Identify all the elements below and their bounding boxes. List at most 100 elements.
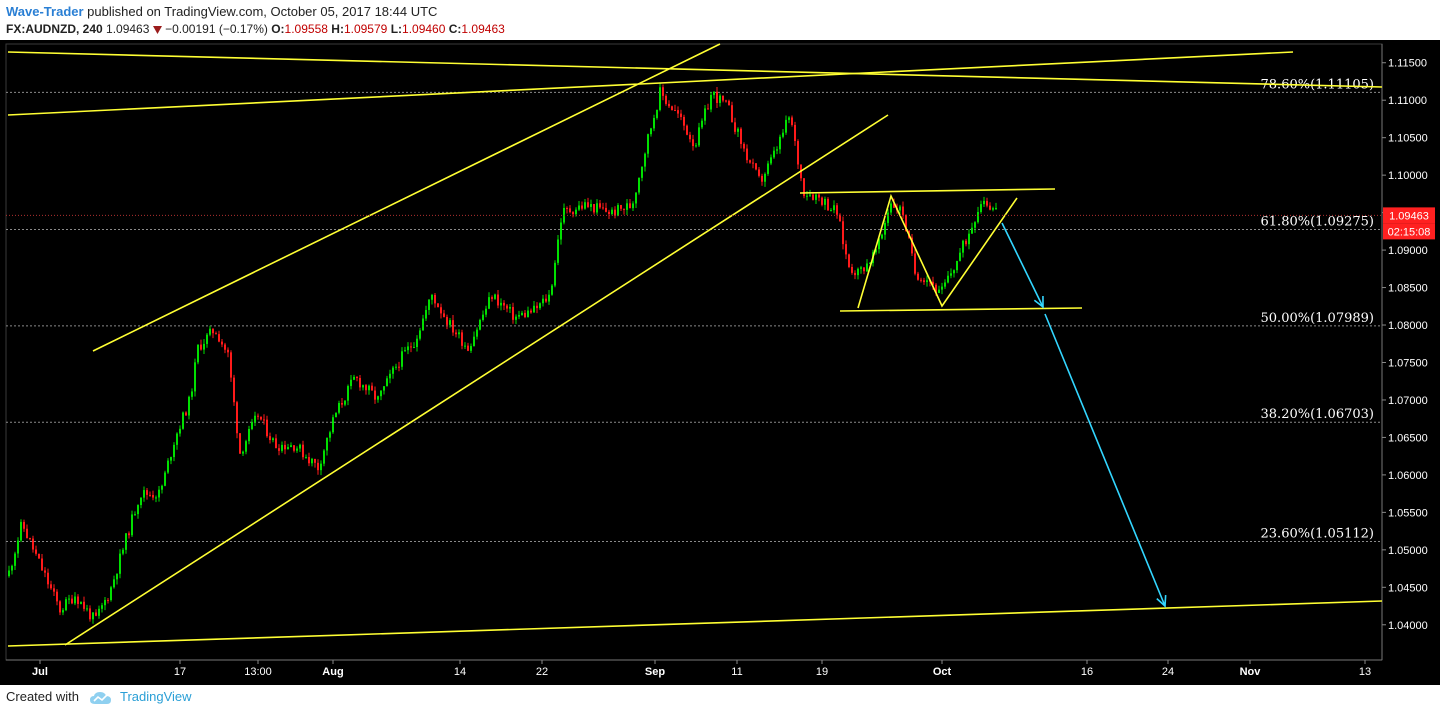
candle (101, 602, 103, 613)
candle (962, 239, 964, 258)
candle (512, 302, 514, 324)
candle (449, 317, 451, 328)
candle (518, 310, 520, 320)
candle (407, 342, 409, 355)
candle (470, 343, 472, 353)
fib-level-label: 23.60%(1.05112) (1261, 526, 1374, 541)
candle (956, 260, 958, 274)
candle (488, 292, 490, 310)
candle (422, 314, 424, 331)
candle (623, 208, 625, 215)
candle (284, 440, 286, 455)
candle (350, 375, 352, 390)
candle (368, 384, 370, 395)
candle (296, 446, 298, 453)
price-tick-label: 1.11500 (1388, 58, 1427, 70)
candle (731, 101, 733, 123)
high-value: 1.09579 (343, 22, 388, 36)
candle (419, 327, 421, 341)
candle (320, 460, 322, 476)
candle (770, 154, 772, 166)
price-chart[interactable]: 78.60%(1.11105)61.80%(1.09275)50.00%(1.0… (0, 40, 1440, 685)
candle (725, 99, 727, 103)
channel-upper-line[interactable] (92, 43, 721, 352)
candle (65, 597, 67, 612)
candle (608, 209, 610, 220)
zigzag-pattern[interactable] (857, 193, 1018, 309)
fib-levels: 78.60%(1.11105)61.80%(1.09275)50.00%(1.0… (6, 77, 1382, 542)
candle (455, 329, 457, 338)
tradingview-link[interactable]: TradingView (120, 689, 192, 704)
time-tick-label: 14 (454, 666, 466, 678)
candle (326, 437, 328, 456)
candle (605, 202, 607, 213)
candle (26, 524, 28, 539)
time-tick-label: Jul (32, 666, 48, 678)
candle (134, 511, 136, 516)
candle (620, 204, 622, 212)
candle (599, 200, 601, 209)
ascending-resistance-line[interactable] (7, 51, 1294, 116)
long-support-line[interactable] (7, 600, 1383, 647)
candle (635, 192, 637, 208)
candle (752, 158, 754, 169)
candle (680, 109, 682, 121)
candle (275, 434, 277, 449)
ohlc-legend: FX:AUDNZD, 240 1.09463 −0.00191 (−0.17%)… (6, 22, 505, 36)
range-bottom-line[interactable] (839, 307, 1083, 312)
last-price-marker (1383, 207, 1435, 224)
candle (260, 416, 262, 421)
candle (827, 197, 829, 211)
candle (209, 325, 211, 337)
candle (104, 597, 106, 611)
candle (182, 411, 184, 430)
candle (257, 413, 259, 420)
plot-area[interactable] (5, 43, 1383, 661)
channel-lower-line[interactable] (64, 114, 889, 646)
candle (86, 604, 88, 612)
candle (857, 267, 859, 280)
author-link[interactable]: Wave-Trader (6, 4, 84, 19)
candle (884, 220, 886, 240)
descending-resistance-line[interactable] (7, 51, 1383, 88)
candle (587, 197, 589, 209)
candle (503, 300, 505, 311)
candle (29, 537, 31, 541)
countdown-label: 02:15:08 (1388, 226, 1431, 238)
candle (923, 277, 925, 285)
candle (332, 414, 334, 434)
candle (464, 342, 466, 350)
projection-arrow-2[interactable] (1044, 313, 1166, 607)
candle (8, 565, 10, 578)
candle (353, 374, 355, 381)
price-tick-label: 1.10000 (1388, 170, 1428, 182)
publish-line: Wave-Trader published on TradingView.com… (6, 4, 437, 19)
candle (227, 347, 229, 358)
candle (473, 331, 475, 347)
candle (548, 290, 550, 305)
candle (389, 369, 391, 384)
fib-level-label: 61.80%(1.09275) (1261, 214, 1374, 229)
candle (788, 116, 790, 124)
candle (176, 432, 178, 450)
symbol-label[interactable]: FX:AUDNZD, 240 (6, 22, 103, 36)
candle (338, 400, 340, 415)
candle (578, 200, 580, 211)
time-axis[interactable]: Jul 17 13:00 Aug 14 22 Sep 11 19 Oct 16 24 Nov 13 (32, 660, 1371, 678)
candle (815, 193, 817, 204)
candle (329, 430, 331, 442)
close-label: C: (448, 22, 462, 36)
candle (356, 376, 358, 382)
candle (302, 440, 304, 460)
price-axis[interactable]: 1.115001.110001.105001.100001.095001.090… (1382, 58, 1428, 632)
candle (671, 105, 673, 111)
candle (179, 425, 181, 437)
candle (32, 535, 34, 553)
candle (845, 240, 847, 260)
candle (584, 198, 586, 210)
projection-arrow-1[interactable] (1001, 222, 1044, 308)
range-top-line[interactable] (799, 188, 1056, 194)
candle (248, 425, 250, 445)
candle (728, 99, 730, 106)
candle (590, 199, 592, 212)
